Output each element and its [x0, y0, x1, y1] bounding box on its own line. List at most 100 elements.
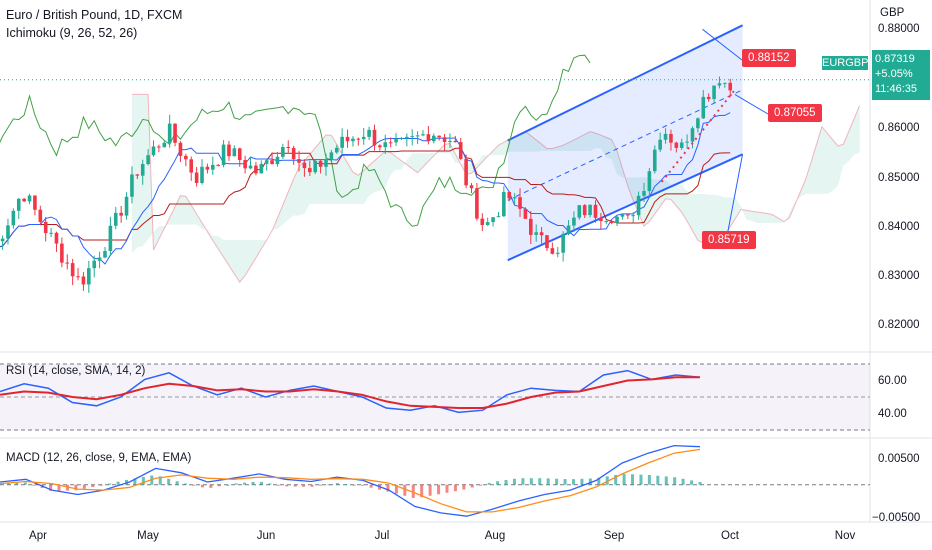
macd-histogram-bar — [512, 478, 516, 485]
candle-body — [167, 123, 172, 143]
price-tick: 0.85000 — [878, 172, 920, 184]
candle-body — [318, 160, 323, 167]
macd-histogram-bar — [369, 484, 373, 488]
candle-body — [248, 165, 253, 169]
candle-body — [81, 276, 86, 285]
bar-countdown: 11:46:35 — [875, 83, 918, 95]
candle-body — [237, 148, 242, 160]
candle-body — [480, 218, 485, 226]
macd-histogram-bar — [57, 484, 61, 491]
macd-histogram-bar — [243, 482, 247, 485]
chart-title: Euro / British Pound, 1D, FXCM — [6, 8, 183, 22]
kijun-sen — [0, 147, 731, 248]
trend-dotted — [660, 89, 736, 183]
callout-upper-channel: 0.88152 — [742, 49, 796, 67]
macd-label[interactable]: MACD (12, 26, close, 9, EMA, EMA) — [6, 452, 192, 464]
x-tick: Jul — [374, 530, 390, 542]
candle-body — [194, 172, 199, 183]
candle-body — [302, 162, 307, 169]
macd-histogram-bar — [605, 476, 609, 485]
macd-histogram-bar — [259, 481, 263, 485]
macd-histogram-bar — [639, 474, 643, 485]
macd-histogram-bar — [116, 481, 120, 485]
macd-histogram-bar — [65, 484, 69, 491]
price-tick: 0.83000 — [878, 270, 920, 282]
candle-body — [502, 192, 506, 217]
candle-body — [113, 212, 118, 226]
candle-body — [157, 146, 161, 148]
macd-histogram-bar — [99, 484, 103, 486]
candle-body — [442, 137, 447, 143]
last-price: 0.87319 — [875, 53, 915, 65]
candle-body — [6, 225, 10, 239]
candle-body — [626, 214, 630, 216]
candle-body — [22, 198, 26, 202]
macd-signal-line — [0, 448, 701, 513]
macd-histogram-bar — [108, 483, 112, 485]
candle-body — [227, 144, 231, 157]
macd-histogram-bar — [386, 484, 390, 492]
candle-body — [43, 221, 48, 234]
candle-body — [620, 214, 625, 217]
candle-body — [701, 96, 706, 119]
candle-body — [491, 217, 495, 223]
macd-histogram-bar — [479, 484, 483, 486]
candle-body — [33, 195, 37, 210]
rsi-ma-line — [0, 376, 700, 409]
macd-histogram-bar — [226, 484, 230, 486]
candle-body — [0, 238, 5, 242]
macd-histogram-bar — [327, 484, 331, 486]
candle-body — [345, 136, 350, 142]
lagging-span — [0, 54, 591, 227]
x-tick: Aug — [484, 530, 506, 542]
candle-body — [162, 142, 167, 148]
price-change: +5.05% — [875, 68, 913, 80]
candle-body — [690, 128, 695, 142]
macd-histogram-bar — [420, 484, 424, 498]
macd-histogram-bar — [504, 480, 508, 485]
candle-body — [448, 140, 452, 143]
macd-histogram-bar — [597, 477, 601, 485]
macd-histogram-bar — [487, 482, 491, 485]
macd-histogram-bar — [276, 484, 280, 486]
candle-body — [286, 147, 291, 149]
candle-body — [599, 217, 603, 222]
candle-body — [609, 221, 614, 223]
macd-histogram-bar — [462, 484, 466, 490]
candle-body — [324, 159, 328, 167]
candle-body — [588, 204, 592, 216]
candle-body — [545, 235, 549, 249]
candle-body — [453, 140, 458, 143]
rsi-tick: 40.00 — [878, 408, 907, 420]
macd-histogram-bar — [673, 477, 677, 485]
rsi-label[interactable]: RSI (14, close, SMA, 14, 2) — [6, 365, 146, 377]
candle-body — [723, 82, 727, 84]
indicator-label[interactable]: Ichimoku (9, 26, 52, 26) — [6, 26, 138, 40]
x-tick: Apr — [29, 530, 47, 542]
macd-histogram-bar — [546, 478, 550, 485]
price-tick: 0.84000 — [878, 221, 920, 233]
last-price-badge: 0.87319 +5.05% 11:46:35 — [872, 50, 930, 100]
macd-histogram-bar — [394, 484, 398, 494]
candle-body — [16, 198, 21, 211]
candle-body — [108, 225, 113, 251]
candle-body — [54, 232, 59, 244]
candle-body — [173, 123, 177, 143]
candle-body — [38, 209, 43, 222]
macd-histogram-bar — [15, 482, 19, 485]
symbol-badge: EURGBP — [822, 56, 869, 70]
ichimoku-cloud — [131, 94, 860, 283]
senkou-span-b — [131, 93, 861, 283]
candle-body — [275, 156, 280, 165]
price-tick: 0.82000 — [878, 319, 920, 331]
candle-body — [351, 138, 355, 142]
candle-body — [696, 118, 700, 129]
macd-histogram-bar — [209, 484, 213, 488]
macd-histogram-bar — [91, 484, 95, 488]
macd-histogram-bar — [310, 484, 314, 487]
candle-body — [259, 163, 264, 174]
candle-body — [146, 155, 150, 165]
candle-body — [70, 263, 75, 277]
macd-histogram-bar — [167, 478, 171, 485]
